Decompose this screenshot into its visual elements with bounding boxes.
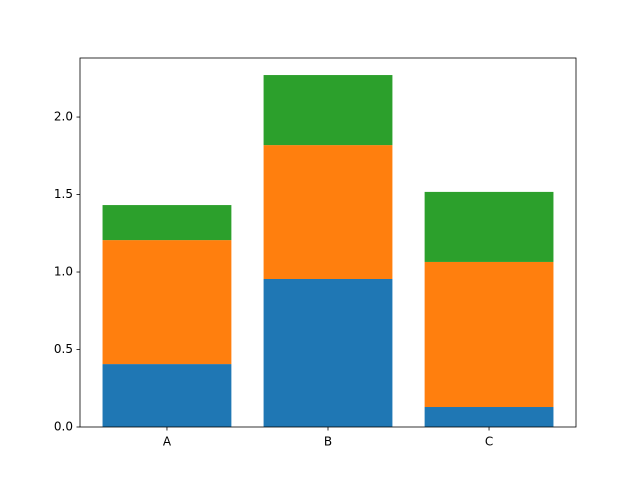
x-tick-label: C [485,435,493,449]
y-tick-label: 0.0 [54,420,73,434]
y-tick-label: 2.0 [54,110,73,124]
y-tick-label: 0.5 [54,342,73,356]
bar-segment [424,407,554,427]
x-tick-label: B [324,435,332,449]
bar-segment [102,205,232,241]
y-tick-label: 1.0 [54,265,73,279]
x-tick-label: A [163,435,172,449]
bar-segment [263,278,393,427]
y-tick-label: 1.5 [54,187,73,201]
bar-segment [263,75,393,146]
bar-segment [263,145,393,279]
axes-frame [79,57,577,428]
bar-segment [424,191,554,262]
bar-segment [102,364,232,427]
bar-segment [102,240,232,365]
bar-segment [424,261,554,408]
